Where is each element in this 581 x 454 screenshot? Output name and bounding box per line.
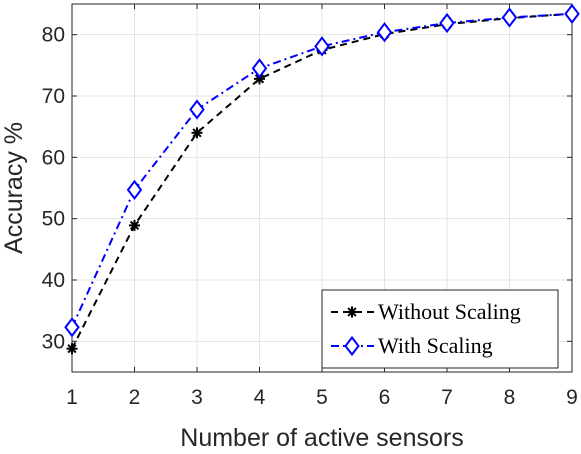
y-axis-title: Accuracy %: [0, 122, 28, 254]
y-tick-label: 40: [42, 269, 65, 292]
y-tick-label: 50: [42, 208, 65, 231]
data-point-diamond: [439, 12, 455, 34]
data-point-diamond: [564, 3, 580, 24]
legend-label: With Scaling: [378, 333, 493, 358]
grid: [71, 4, 573, 372]
legend-label: Without Scaling: [378, 299, 521, 324]
series-2: [64, 3, 580, 338]
legend: Without Scaling With Scaling: [321, 289, 559, 369]
x-tick-label: 3: [191, 386, 203, 409]
data-point-diamond: [344, 335, 360, 357]
tick-labels: 1 2 3 4 5 6 7 8 9 30 40 50 60 70 80: [42, 24, 578, 409]
series-layer: [64, 3, 580, 355]
x-tick-label: 8: [504, 386, 516, 409]
data-point-diamond: [251, 58, 268, 79]
x-tick-label: 9: [566, 386, 578, 409]
ticks: [71, 4, 573, 372]
data-point-asterisk: [129, 219, 140, 231]
data-point-diamond: [501, 7, 518, 28]
y-tick-label: 70: [42, 85, 65, 108]
data-point-diamond: [189, 99, 205, 120]
x-tick-label: 7: [441, 386, 453, 409]
legend-item: Without Scaling: [331, 299, 521, 324]
x-tick-label: 6: [379, 386, 391, 409]
y-tick-label: 60: [42, 146, 65, 169]
x-tick-label: 4: [254, 386, 266, 409]
legend-item: With Scaling: [331, 333, 493, 358]
x-tick-label: 1: [66, 386, 78, 409]
data-point-diamond: [126, 179, 143, 200]
x-tick-label: 2: [129, 386, 141, 409]
data-point-diamond: [376, 22, 393, 43]
legend-box: [321, 289, 559, 369]
data-point-diamond: [64, 317, 80, 338]
y-tick-label: 30: [42, 330, 65, 353]
series-line: [71, 12, 573, 328]
data-point-diamond: [314, 36, 330, 57]
x-axis-title: Number of active sensors: [180, 424, 463, 452]
data-point-asterisk: [191, 127, 203, 139]
data-point-asterisk: [346, 306, 358, 318]
data-point-asterisk: [66, 343, 78, 355]
y-tick-label: 80: [42, 24, 65, 47]
x-tick-label: 5: [316, 386, 328, 409]
